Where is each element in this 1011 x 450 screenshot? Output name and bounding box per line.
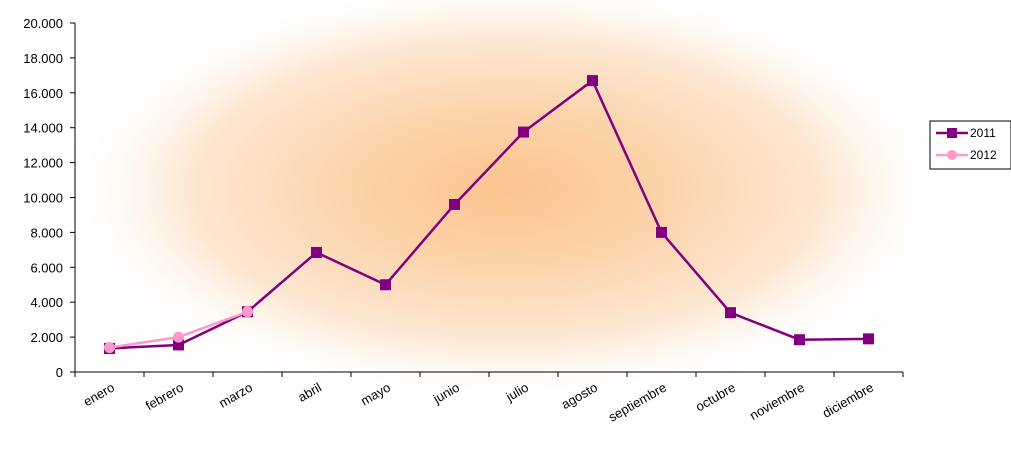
- data-point-2011: [449, 198, 460, 210]
- legend-label-2011: 2011: [970, 126, 996, 140]
- y-tick-label: 10.000: [23, 191, 63, 206]
- legend: 2011 2012: [929, 120, 1011, 170]
- data-point-2011: [311, 246, 322, 258]
- y-tick-label: 20.000: [23, 16, 63, 31]
- y-tick-label: 8.000: [30, 225, 63, 240]
- series-2012: [104, 306, 253, 354]
- data-point-2011: [380, 279, 391, 291]
- data-point-2011: [794, 334, 805, 346]
- y-tick-label: 0: [56, 365, 63, 380]
- legend-marker-2011: [947, 128, 957, 138]
- data-point-2011: [725, 307, 736, 319]
- y-tick-label: 4.000: [30, 295, 63, 310]
- y-tick-label: 18.000: [23, 51, 63, 66]
- data-point-2011: [656, 226, 667, 238]
- data-point-2011: [173, 339, 184, 351]
- y-tick-label: 6.000: [30, 260, 63, 275]
- data-point-2011: [518, 126, 529, 138]
- y-tick-label: 16.000: [23, 86, 63, 101]
- data-point-2012: [173, 331, 184, 343]
- data-point-2012: [242, 306, 253, 318]
- data-point-2011: [587, 75, 598, 87]
- y-tick-label: 2.000: [30, 330, 63, 345]
- legend-label-2012: 2012: [970, 148, 997, 162]
- data-point-2011: [863, 333, 874, 345]
- y-tick-label: 14.000: [23, 121, 63, 136]
- legend-marker-2012: [947, 150, 957, 160]
- series-layer: [104, 75, 874, 354]
- y-tick-label: 12.000: [23, 156, 63, 171]
- legend-box: [929, 120, 1011, 170]
- data-point-2012: [104, 342, 115, 354]
